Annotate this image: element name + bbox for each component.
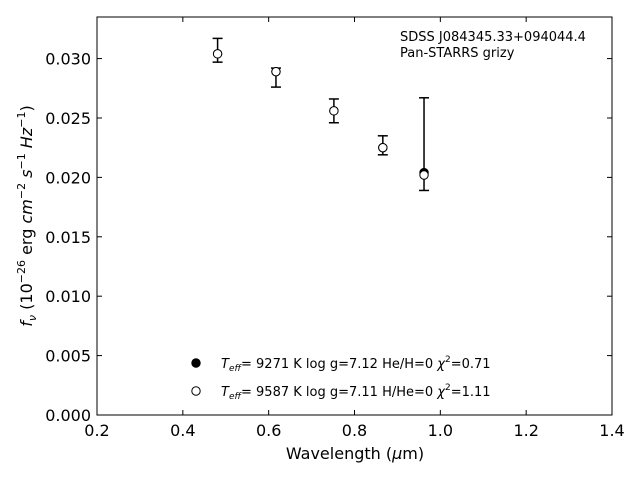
legend-label: Teff= 9587 K log g=7.11 H/He=0 χ2=1.11 xyxy=(221,383,491,402)
x-tick-label: 0.2 xyxy=(84,421,109,440)
y-axis-label: fν (10−26 erg cm−2 s−1 Hz−1) xyxy=(15,105,39,326)
x-tick-label: 1.2 xyxy=(513,421,538,440)
legend: Teff= 9271 K log g=7.12 He/H=0 χ2=0.71 Te… xyxy=(191,355,491,402)
point-open xyxy=(329,106,339,116)
x-tick-label: 0.8 xyxy=(342,421,367,440)
x-tick-label: 0.4 xyxy=(170,421,195,440)
y-tick-label: 0.025 xyxy=(45,109,91,128)
y-tick-label: 0.005 xyxy=(45,347,91,366)
model-points xyxy=(212,49,429,180)
x-tick-label: 1.4 xyxy=(599,421,624,440)
legend-marker-filled xyxy=(191,358,201,368)
annotation-object-name: SDSS J084345.33+094044.4 xyxy=(400,30,586,45)
point-open xyxy=(378,142,388,153)
point-open xyxy=(271,66,281,77)
observed-error-bars xyxy=(212,37,430,192)
y-tick-label: 0.030 xyxy=(45,50,91,69)
x-axis-ticks: 0.2 0.4 0.6 0.8 1.0 1.2 1.4 xyxy=(84,17,625,440)
x-axis-label: Wavelength (μm) xyxy=(286,444,424,463)
x-tick-label: 0.6 xyxy=(256,421,281,440)
y-tick-label: 0.010 xyxy=(45,287,91,306)
plot-frame xyxy=(96,16,613,416)
y-tick-label: 0.000 xyxy=(45,406,91,425)
x-tick-label: 1.0 xyxy=(428,421,453,440)
legend-marker-open xyxy=(191,386,201,396)
point-open xyxy=(212,49,223,59)
annotation-survey-name: Pan-STARRS grizy xyxy=(400,46,515,61)
y-tick-label: 0.015 xyxy=(45,228,91,247)
y-tick-label: 0.020 xyxy=(45,168,91,187)
y-axis-ticks: 0.000 0.005 0.010 0.015 0.020 0.025 0.030 xyxy=(45,50,612,425)
legend-label: Teff= 9271 K log g=7.12 He/H=0 χ2=0.71 xyxy=(221,355,491,374)
point-open xyxy=(419,170,429,180)
